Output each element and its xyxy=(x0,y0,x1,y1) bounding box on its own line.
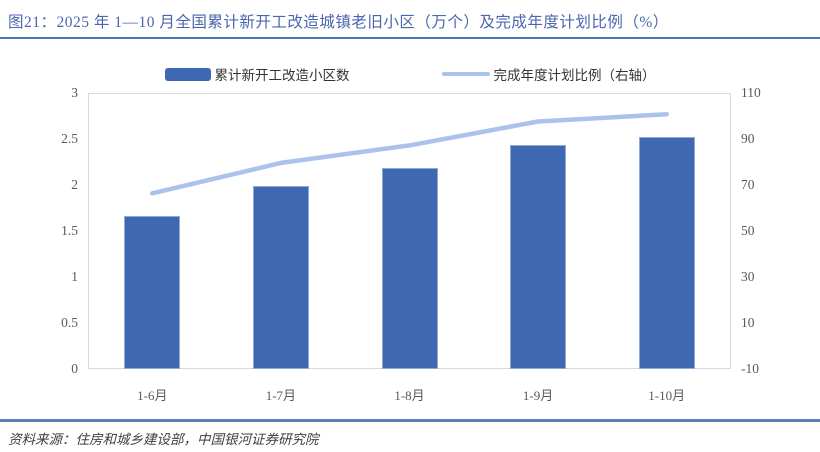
legend-item-bar-series: 累计新开工改造小区数 xyxy=(164,64,350,84)
footer-divider xyxy=(0,419,820,422)
y-axis-tick-left: 2.5 xyxy=(61,131,78,146)
y-axis-tick-left: 0 xyxy=(71,361,78,376)
y-axis-tick-left: 1 xyxy=(71,269,78,284)
y-axis-tick-right: -10 xyxy=(741,361,759,376)
title-divider xyxy=(0,37,820,39)
x-axis-label-1-7月: 1-7月 xyxy=(265,388,297,403)
x-axis-label-1-6月: 1-6月 xyxy=(137,388,168,403)
bar-1-10月 xyxy=(638,137,695,369)
chart-legend: 累计新开工改造小区数 完成年度计划比例（右轴） xyxy=(0,64,820,84)
x-axis-label-1-10月: 1-10月 xyxy=(648,388,686,403)
y-axis-tick-left: 2 xyxy=(71,177,78,192)
bar-1-9月 xyxy=(510,144,567,369)
y-axis-tick-left: 1.5 xyxy=(61,223,78,238)
y-axis-tick-left: 3 xyxy=(71,85,78,100)
y-axis-tick-left: 0.5 xyxy=(61,315,78,330)
bar-1-7月 xyxy=(252,185,309,369)
figure-title: 图21：2025 年 1—10 月全国累计新开工改造城镇老旧小区（万个）及完成年… xyxy=(8,14,669,31)
bar-series-swatch-icon xyxy=(164,67,211,81)
y-axis-tick-right: 50 xyxy=(741,223,755,238)
x-axis-label-1-9月: 1-9月 xyxy=(522,388,554,403)
y-axis-tick-right: 30 xyxy=(741,269,755,284)
legend-label-line-series: 完成年度计划比例（右轴） xyxy=(493,68,656,83)
y-axis-tick-right: 90 xyxy=(741,131,755,146)
bar-1-6月 xyxy=(124,216,181,369)
legend-label-bar-series: 累计新开工改造小区数 xyxy=(214,68,350,83)
y-axis-tick-right: 110 xyxy=(741,85,761,100)
line-series-swatch-icon xyxy=(441,71,490,77)
y-axis-tick-right: 70 xyxy=(741,177,755,192)
y-axis-tick-right: 10 xyxy=(741,315,755,330)
legend-item-line-series: 完成年度计划比例（右轴） xyxy=(441,64,656,84)
x-axis-label-1-8月: 1-8月 xyxy=(394,388,425,403)
source-note: 资料来源：住房和城乡建设部，中国银河证券研究院 xyxy=(8,432,319,447)
bar-1-8月 xyxy=(381,168,438,369)
